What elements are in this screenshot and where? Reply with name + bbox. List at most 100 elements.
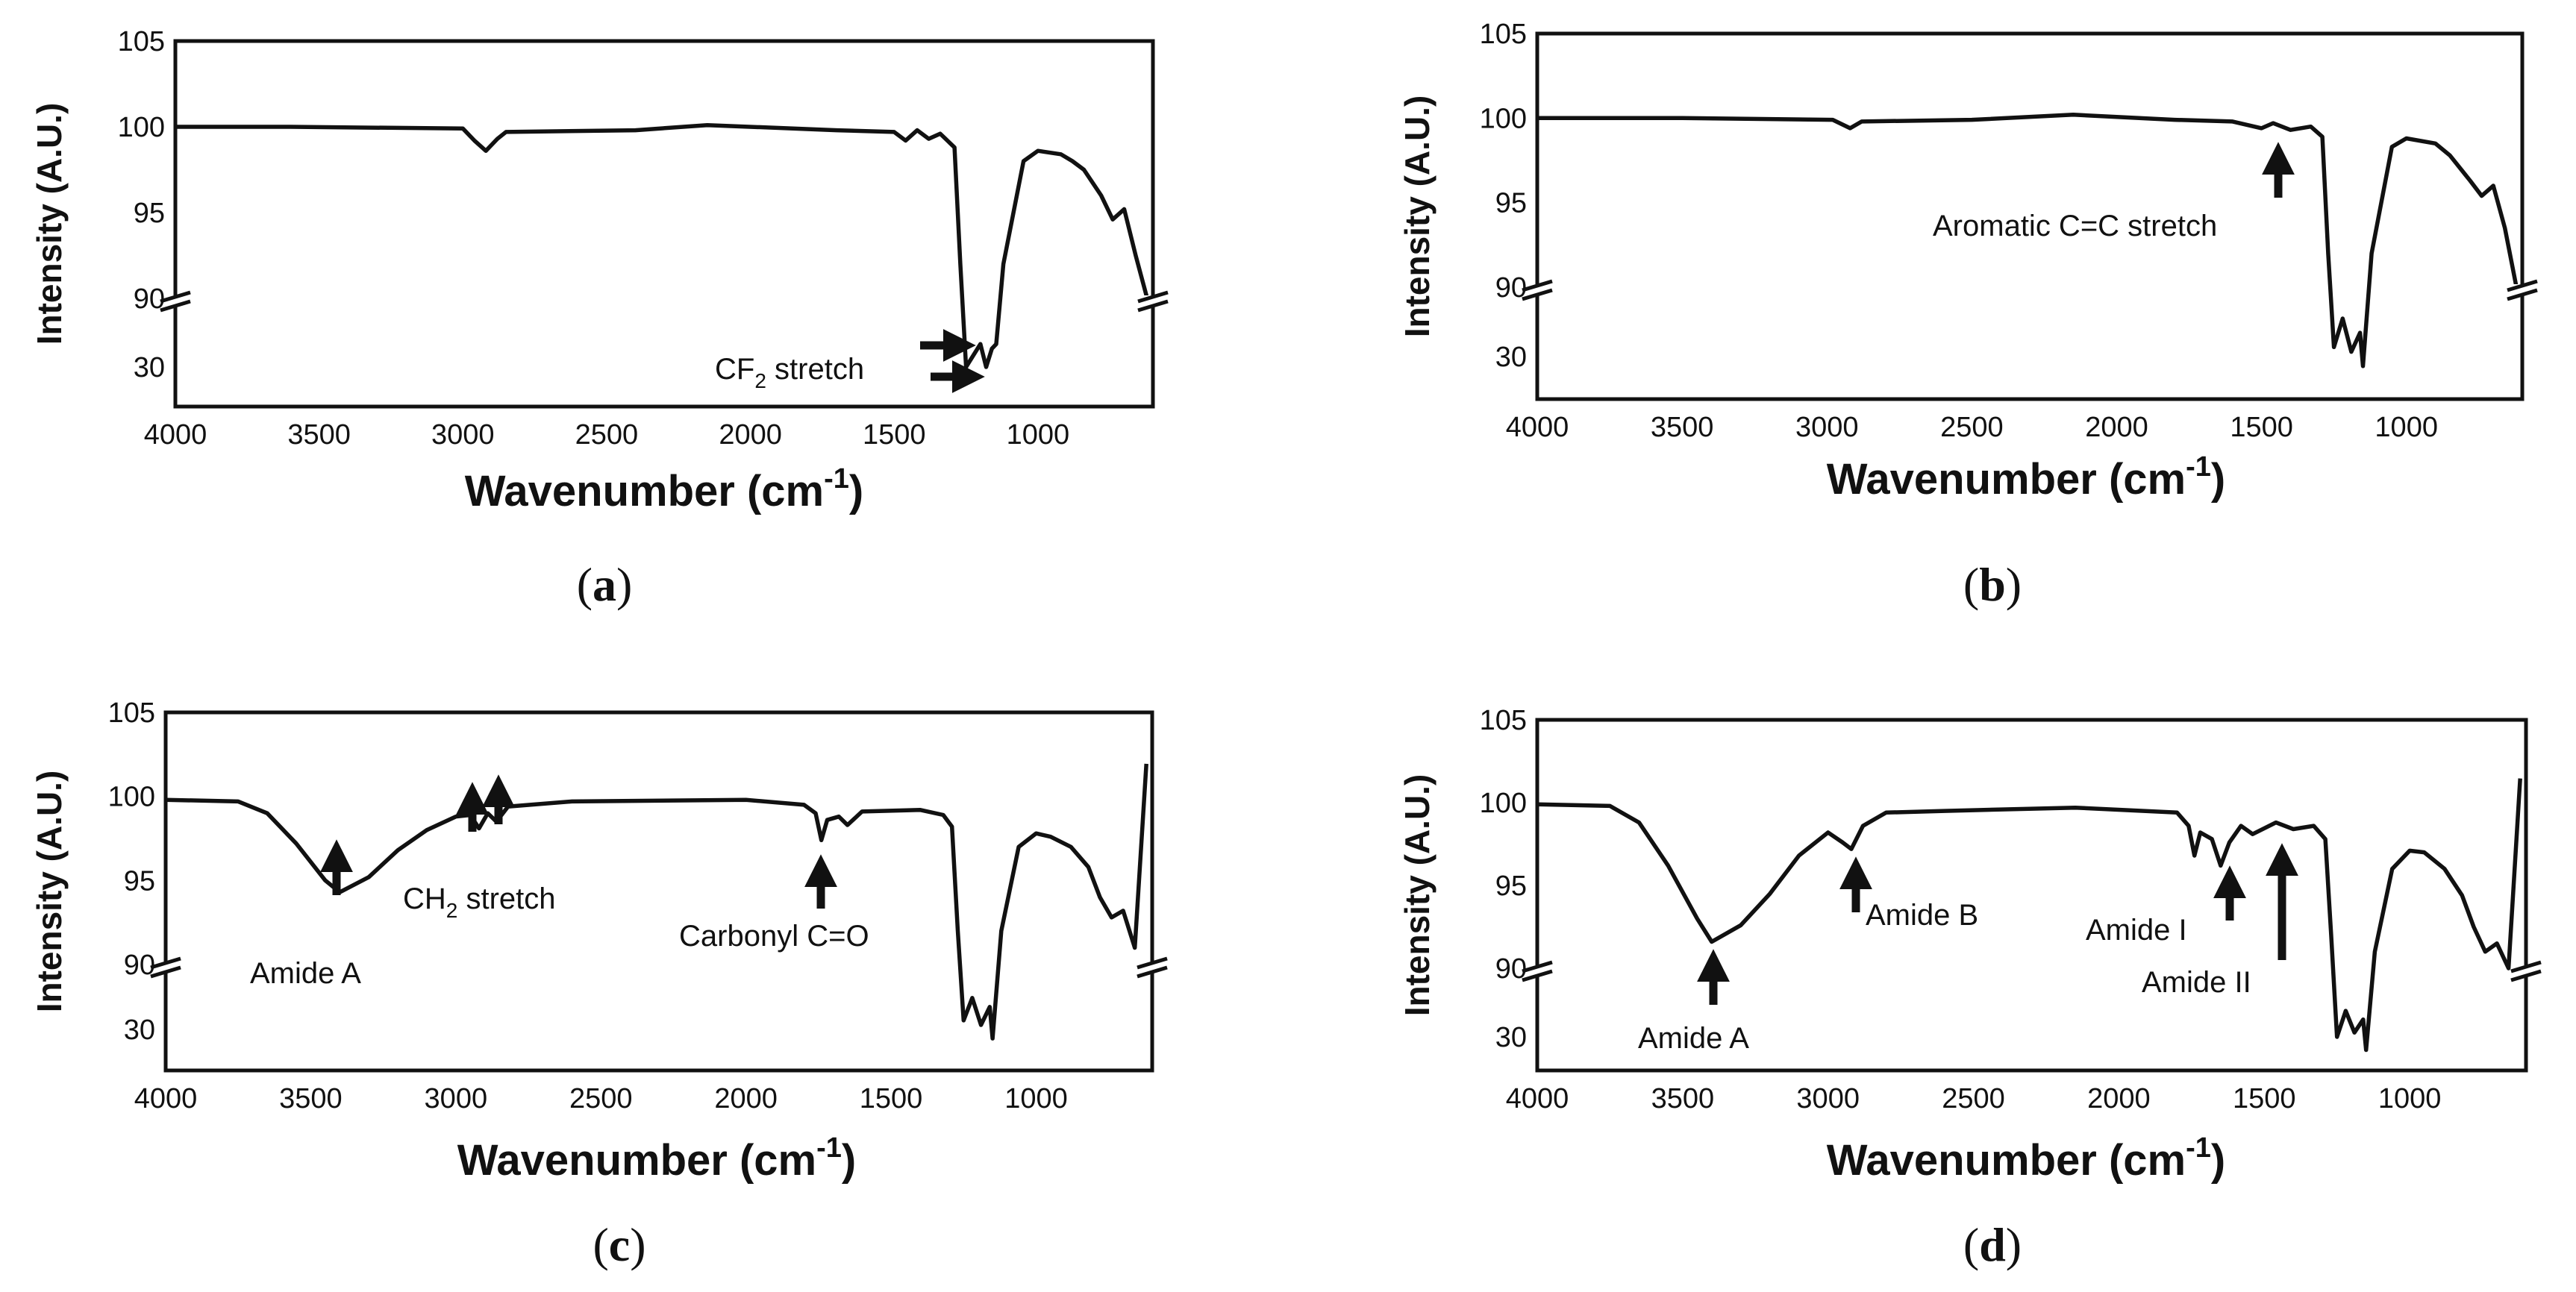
panel-b: 4000 3500 3000 2500 2000 1500 1000 105 100 95 90 3…: [1398, 19, 2538, 611]
x-tick-label: 2500: [575, 419, 639, 451]
y-tick-label: 100: [1480, 788, 1527, 819]
x-tick-label: 1000: [2378, 1083, 2442, 1114]
plot-frame: [173, 39, 1155, 409]
x-tick-label: 2500: [1942, 1083, 2005, 1114]
y-tick-label: 100: [108, 782, 155, 813]
y-tick-label: 90: [1495, 953, 1527, 985]
axis-break-mark: [1522, 288, 1553, 301]
x-axis-title: Wavenumber (cm-1): [457, 1132, 856, 1185]
axis-break-mark: [2510, 960, 2542, 973]
x-tick-label: 4000: [1506, 1083, 1569, 1114]
panel-label: (a): [577, 558, 633, 611]
panel-label: (b): [1963, 558, 2022, 611]
x-axis-title: Wavenumber (cm-1): [465, 463, 863, 515]
axis-break-mark: [1522, 279, 1553, 292]
x-axis-title: Wavenumber (cm-1): [1827, 451, 2225, 504]
y-axis-title: Intensity (A.U.): [1398, 774, 1437, 1017]
y-tick-label: 105: [1480, 705, 1527, 736]
panel-label: (c): [593, 1218, 645, 1271]
annotation-aromatic-cc: Aromatic C=C stretch: [1933, 210, 2217, 242]
x-tick-label: 4000: [1506, 412, 1569, 443]
axis-break-mark: [1137, 965, 1168, 979]
annotation-amide-a: Amide A: [1638, 1022, 1749, 1055]
y-tick-label: 100: [1480, 103, 1527, 134]
x-tick-label: 3500: [287, 419, 351, 451]
axis-break-mark: [150, 956, 181, 970]
y-tick-label: 90: [124, 950, 155, 981]
x-tick-label: 3500: [279, 1083, 343, 1114]
plot-frame: [1535, 31, 2525, 401]
y-axis-title: Intensity (A.U.): [30, 103, 69, 345]
y-tick-label: 30: [1495, 1022, 1527, 1053]
annotation-ch2-stretch: CH2 stretch: [403, 882, 556, 922]
x-tick-label: 3000: [1795, 412, 1859, 443]
axis-break-mark: [150, 965, 181, 979]
x-tick-label: 4000: [144, 419, 207, 451]
axis-break-mark: [1137, 956, 1168, 970]
annotation-carbonyl: Carbonyl C=O: [679, 920, 869, 953]
plot-frame: [163, 710, 1154, 1073]
y-tick-label: 100: [118, 112, 165, 143]
x-axis-title: Wavenumber (cm-1): [1827, 1132, 2225, 1185]
axis-break-mark: [1522, 969, 1553, 982]
plot-frame: [1535, 718, 2528, 1073]
x-tick-label: 2000: [714, 1083, 778, 1114]
x-tick-labels: 4000 3500 3000 2500 2000 1500 1000: [134, 1083, 1068, 1114]
axis-break-mark: [2507, 288, 2538, 301]
y-tick-label: 90: [1495, 272, 1527, 304]
annotation-cf2-stretch: CF2 stretch: [715, 353, 864, 392]
y-tick-label: 105: [108, 697, 155, 729]
x-tick-label: 1000: [2375, 412, 2438, 443]
panel-a: 4000 3500 3000 2500 2000 1500 1000 105 100 95 90 3…: [30, 26, 1169, 611]
annotation-amide-b: Amide B: [1866, 899, 1978, 932]
axis-break-mark: [1137, 290, 1169, 304]
panel-label: (d): [1963, 1218, 2022, 1271]
y-tick-label: 105: [118, 26, 165, 57]
y-axis-title: Intensity (A.U.): [30, 771, 69, 1013]
axis-break-mark: [2507, 279, 2538, 292]
panel-d: 4000 3500 3000 2500 2000 1500 1000 105 100 95 90 3…: [1398, 705, 2542, 1271]
axis-break-mark: [160, 290, 191, 304]
x-tick-label: 2000: [2085, 412, 2148, 443]
y-tick-label: 30: [1495, 342, 1527, 373]
y-tick-label: 95: [1495, 188, 1527, 219]
x-tick-label: 3500: [1651, 1083, 1715, 1114]
y-tick-label: 95: [134, 198, 165, 229]
annotation-amide-a: Amide A: [250, 957, 361, 990]
x-tick-labels: 4000 3500 3000 2500 2000 1500 1000: [1506, 1083, 2442, 1114]
x-tick-label: 1000: [1004, 1083, 1068, 1114]
x-tick-label: 3000: [431, 419, 495, 451]
y-axis-title: Intensity (A.U.): [1398, 95, 1437, 338]
spectrum-line: [165, 763, 1148, 1041]
x-tick-labels: 4000 3500 3000 2500 2000 1500 1000: [1506, 412, 2438, 443]
spectrum-line: [1536, 778, 2522, 1053]
axis-break-mark: [1522, 960, 1553, 973]
x-tick-label: 3000: [425, 1083, 488, 1114]
x-tick-labels: 4000 3500 3000 2500 2000 1500 1000: [144, 419, 1069, 451]
y-tick-labels: 105 100 95 90 30: [108, 697, 155, 1046]
x-tick-label: 1500: [860, 1083, 923, 1114]
x-tick-label: 2000: [719, 419, 782, 451]
x-tick-label: 4000: [134, 1083, 198, 1114]
y-tick-labels: 105 100 95 90 30: [1480, 19, 1527, 373]
y-tick-label: 105: [1480, 19, 1527, 50]
y-tick-label: 95: [1495, 871, 1527, 902]
x-tick-label: 2000: [2087, 1083, 2151, 1114]
x-tick-label: 2500: [569, 1083, 633, 1114]
x-tick-label: 1500: [863, 419, 926, 451]
axis-break-mark: [1137, 299, 1169, 313]
x-tick-label: 1500: [2233, 1083, 2296, 1114]
axis-break-mark: [160, 299, 191, 313]
y-tick-labels: 105 100 95 90 30: [118, 26, 165, 383]
x-tick-label: 1500: [2230, 412, 2293, 443]
y-tick-label: 90: [134, 283, 165, 315]
x-tick-label: 2500: [1940, 412, 2004, 443]
y-tick-label: 95: [124, 865, 155, 897]
y-tick-label: 30: [134, 352, 165, 383]
x-tick-label: 3500: [1651, 412, 1714, 443]
annotation-amide-i: Amide I: [2086, 914, 2187, 947]
annotation-amide-ii: Amide II: [2142, 966, 2251, 999]
y-tick-label: 30: [124, 1015, 155, 1046]
panel-c: 4000 3500 3000 2500 2000 1500 1000 105 100 95 90 3…: [30, 697, 1168, 1271]
